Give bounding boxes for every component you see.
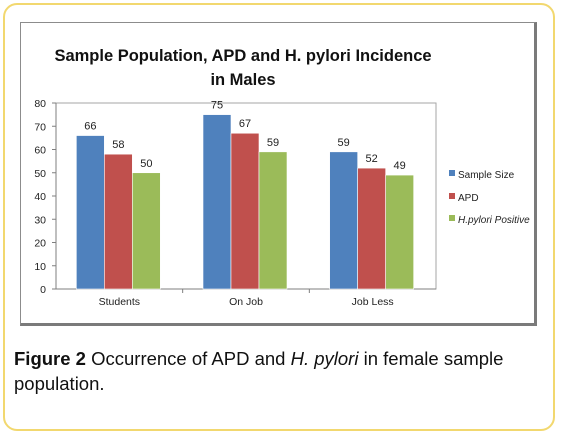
y-tick-label: 70 — [34, 121, 46, 133]
y-tick-label: 20 — [34, 238, 46, 250]
bar — [76, 135, 105, 290]
bar — [357, 167, 386, 290]
bar — [230, 132, 260, 290]
bar — [385, 174, 414, 290]
bar — [202, 114, 232, 290]
bar — [258, 151, 288, 290]
bar-data-label: 52 — [366, 153, 378, 165]
bar — [329, 151, 358, 290]
y-tick-label: 60 — [34, 145, 46, 157]
legend-entry: Sample Size — [458, 170, 515, 181]
y-tick-label: 80 — [34, 98, 46, 110]
legend-entry: APD — [458, 193, 479, 204]
x-category-label: Students — [99, 296, 140, 308]
bar-data-label: 49 — [394, 160, 406, 172]
bar-data-label: 58 — [112, 139, 124, 151]
y-tick-label: 40 — [34, 191, 46, 203]
caption-text-2: in female sample population. — [14, 348, 504, 394]
bar — [132, 172, 161, 290]
bar — [104, 153, 133, 290]
x-category-label: Job Less — [352, 296, 394, 308]
legend-swatch — [449, 215, 455, 221]
x-category-label: On Job — [229, 296, 263, 308]
bar-data-label: 59 — [338, 137, 350, 149]
chart-title: Sample Population, APD and H. pylori Inc… — [20, 44, 466, 92]
chart-title-line-2: in Males — [210, 71, 276, 89]
caption-italic: H. pylori — [290, 348, 359, 369]
chart-title-line-1: Sample Population, APD and H. pylori Inc… — [54, 47, 432, 65]
bar-data-label: 66 — [84, 121, 96, 133]
figure-caption: Figure 2 Occurrence of APD and H. pylori… — [14, 346, 544, 396]
y-tick-label: 30 — [34, 214, 46, 226]
legend-swatch — [449, 193, 455, 199]
legend-entry: H.pylori Positive — [458, 215, 530, 226]
legend-swatch — [449, 170, 455, 176]
bar-data-label: 50 — [140, 158, 152, 170]
y-tick-label: 10 — [34, 261, 46, 273]
y-tick-label: 0 — [40, 284, 46, 296]
bar-data-label: 75 — [211, 100, 223, 112]
bar-data-label: 67 — [239, 118, 251, 130]
y-tick-label: 50 — [34, 168, 46, 180]
caption-label: Figure 2 — [14, 348, 86, 369]
bar-data-label: 59 — [267, 137, 279, 149]
caption-text-1: Occurrence of APD and — [85, 348, 291, 369]
